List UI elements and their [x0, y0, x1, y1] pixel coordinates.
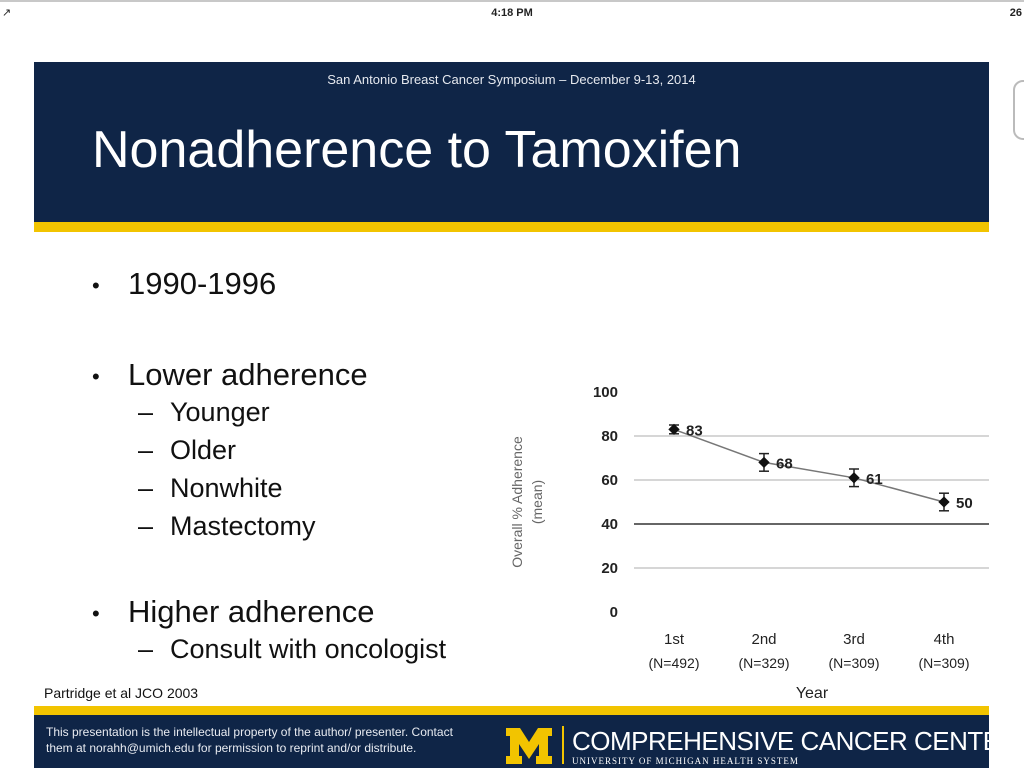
- data-label: 61: [866, 471, 883, 488]
- citation: Partridge et al JCO 2003: [44, 685, 199, 701]
- data-label: 68: [776, 455, 793, 472]
- bullet-item: • 1990-1996: [92, 266, 276, 306]
- sub-bullet-item: – Older: [92, 435, 368, 473]
- status-time: 4:18 PM: [491, 7, 533, 19]
- x-tick-sublabel: (N=329): [739, 655, 790, 671]
- bullet-item: • Higher adherence: [92, 594, 446, 634]
- data-point: [758, 456, 770, 469]
- data-point: [938, 496, 950, 508]
- side-panel-handle[interactable]: [1013, 80, 1024, 140]
- sub-bullet-item: – Consult with oncologist: [92, 634, 446, 672]
- logo-divider: [562, 726, 564, 764]
- sub-bullet-marker: –: [138, 397, 154, 427]
- copyright-notice: This presentation is the intellectual pr…: [46, 725, 453, 755]
- bullet-marker: •: [92, 273, 100, 298]
- sub-bullet-text: Nonwhite: [170, 473, 283, 503]
- x-tick-sublabel: (N=309): [829, 655, 880, 671]
- conference-line: San Antonio Breast Cancer Symposium – De…: [327, 72, 696, 87]
- bullet-group: • Lower adherence – Younger – Older – No…: [92, 357, 368, 549]
- x-tick-label: 3rd: [843, 631, 865, 648]
- y-tick-label: 80: [601, 428, 618, 445]
- sub-bullet-text: Mastectomy: [170, 511, 316, 541]
- data-label: 83: [686, 422, 703, 439]
- sub-bullet-text: Consult with oncologist: [170, 634, 447, 664]
- sub-bullet-marker: –: [138, 634, 154, 664]
- y-axis-label: Overall % Adherence: [509, 436, 525, 568]
- sub-bullet-marker: –: [138, 511, 154, 541]
- footer-accent-band: [34, 706, 989, 715]
- org-subtitle: UNIVERSITY OF MICHIGAN HEALTH SYSTEM: [572, 756, 799, 766]
- x-tick-sublabel: (N=309): [919, 655, 970, 671]
- sub-bullet-marker: –: [138, 473, 154, 503]
- bullet-item: • Lower adherence: [92, 357, 368, 397]
- x-tick-label: 4th: [934, 631, 955, 648]
- x-axis-label: Year: [796, 685, 829, 702]
- bullet-marker: •: [92, 601, 100, 626]
- x-tick-label: 1st: [664, 631, 685, 648]
- y-tick-label: 20: [601, 560, 618, 577]
- adherence-chart-svg: 0 20 40 60 80 100 Overall % Adherence (mean) 83 6…: [509, 384, 989, 702]
- sub-bullet-text: Older: [170, 435, 237, 465]
- battery-percent: 26: [1009, 7, 1022, 19]
- x-tick-sublabel: (N=492): [649, 655, 700, 671]
- location-icon: ↗: [2, 7, 12, 19]
- sub-bullet-marker: –: [138, 435, 154, 465]
- org-name: COMPREHENSIVE CANCER CENTER: [572, 726, 989, 756]
- sub-bullet-text: Younger: [170, 397, 270, 427]
- block-m-logo: [506, 728, 552, 764]
- sub-bullet-item: – Nonwhite: [92, 473, 368, 511]
- series-line: [673, 428, 945, 503]
- x-tick-label: 2nd: [751, 631, 776, 648]
- presentation-slide: San Antonio Breast Cancer Symposium – De…: [34, 62, 989, 768]
- status-bar: ↗ 4:18 PM 26: [0, 0, 1024, 26]
- y-tick-label: 100: [593, 384, 618, 401]
- slide-header: [34, 62, 989, 222]
- y-tick-label: 60: [601, 472, 618, 489]
- data-point: [848, 472, 860, 484]
- bullet-text: Higher adherence: [128, 594, 375, 629]
- bullet-group: • Higher adherence – Consult with oncolo…: [92, 594, 446, 672]
- y-tick-label: 0: [610, 604, 618, 621]
- slide-title: Nonadherence to Tamoxifen: [92, 121, 742, 179]
- bullet-group: • 1990-1996: [92, 266, 276, 306]
- y-axis-label-unit: (mean): [529, 480, 545, 524]
- sub-bullet-item: – Younger: [92, 397, 368, 435]
- bullet-text: 1990-1996: [128, 266, 277, 301]
- sub-bullet-item: – Mastectomy: [92, 511, 368, 549]
- bullet-text: Lower adherence: [128, 357, 368, 392]
- bullet-marker: •: [92, 364, 100, 389]
- y-tick-label: 40: [601, 516, 618, 533]
- adherence-chart: 0 20 40 60 80 100 Overall % Adherence (mean) 83 6…: [504, 380, 989, 710]
- header-accent-band: [34, 222, 989, 232]
- data-label: 50: [956, 495, 973, 512]
